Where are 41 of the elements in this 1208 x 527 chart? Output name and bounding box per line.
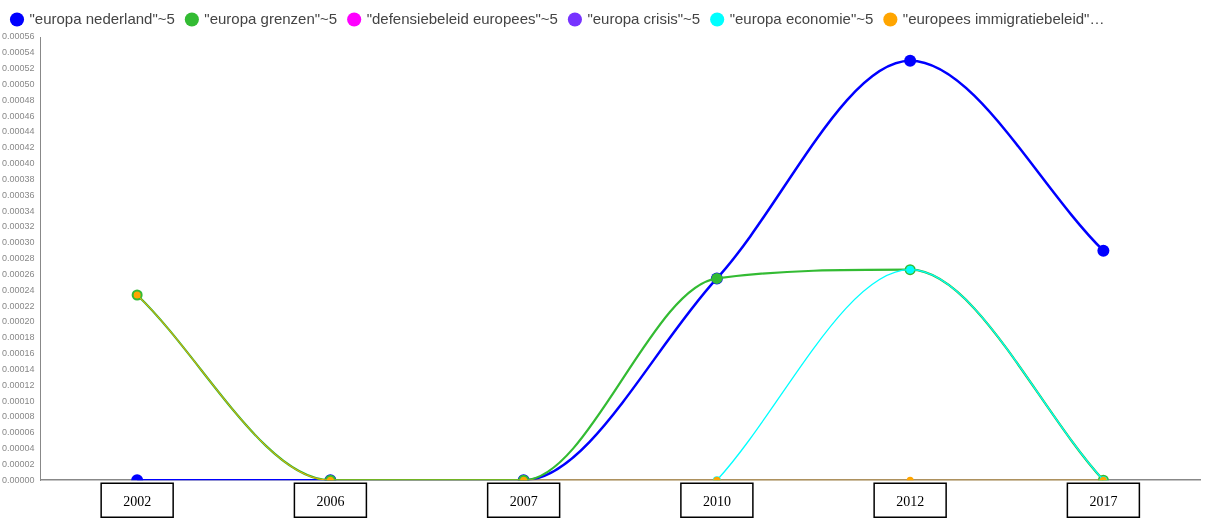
y-tick-label: 0.00056	[1, 31, 35, 42]
x-tick-label: 2017	[1089, 494, 1118, 510]
y-tick-label: 0.00000	[1, 474, 35, 485]
y-tick-label: 0.00004	[1, 443, 35, 454]
y-tick-label: 0.00006	[1, 427, 35, 438]
y-tick-label: 0.00034	[1, 205, 35, 216]
y-tick-label: 0.00052	[1, 63, 35, 74]
legend-label: "europees immigratiebeleid"…	[902, 9, 1105, 27]
y-tick-label: 0.00018	[1, 332, 35, 343]
y-tick-label: 0.00002	[1, 458, 35, 469]
y-tick-label: 0.00032	[1, 221, 35, 232]
y-tick-label: 0.00024	[1, 284, 35, 295]
legend-label: "europa nederland"~5	[29, 9, 175, 27]
y-tick-label: 0.00048	[1, 94, 35, 105]
legend-label: "europa grenzen"~5	[204, 9, 338, 27]
y-tick-label: 0.00020	[1, 316, 35, 327]
legend-label: "europa crisis"~5	[587, 9, 701, 27]
y-tick-label: 0.00030	[1, 237, 35, 248]
y-tick-label: 0.00044	[1, 126, 35, 137]
y-tick-label: 0.00038	[1, 173, 35, 184]
legend-label: "defensiebeleid europees"~5	[366, 9, 558, 27]
y-tick-label: 0.00054	[1, 47, 35, 58]
y-tick-label: 0.00010	[1, 395, 35, 406]
y-tick-label: 0.00036	[1, 189, 35, 200]
y-tick-label: 0.00008	[1, 411, 35, 422]
y-tick-label: 0.00014	[1, 363, 35, 374]
y-tick-label: 0.00028	[1, 253, 35, 264]
y-tick-label: 0.00040	[1, 158, 35, 169]
y-tick-label: 0.00016	[1, 348, 35, 359]
x-tick-label: 2006	[316, 494, 345, 510]
x-tick-label: 2002	[123, 494, 152, 510]
x-tick-label: 2007	[509, 494, 538, 510]
legend-label: "europa economie"~5	[729, 9, 874, 27]
x-tick-label: 2012	[896, 494, 925, 510]
x-tick-label: 2010	[702, 494, 731, 510]
y-tick-label: 0.00042	[1, 142, 35, 153]
y-tick-label: 0.00026	[1, 268, 35, 279]
y-tick-label: 0.00050	[1, 78, 35, 89]
y-tick-label: 0.00012	[1, 379, 35, 390]
y-tick-label: 0.00046	[1, 110, 35, 121]
y-tick-label: 0.00022	[1, 300, 35, 311]
